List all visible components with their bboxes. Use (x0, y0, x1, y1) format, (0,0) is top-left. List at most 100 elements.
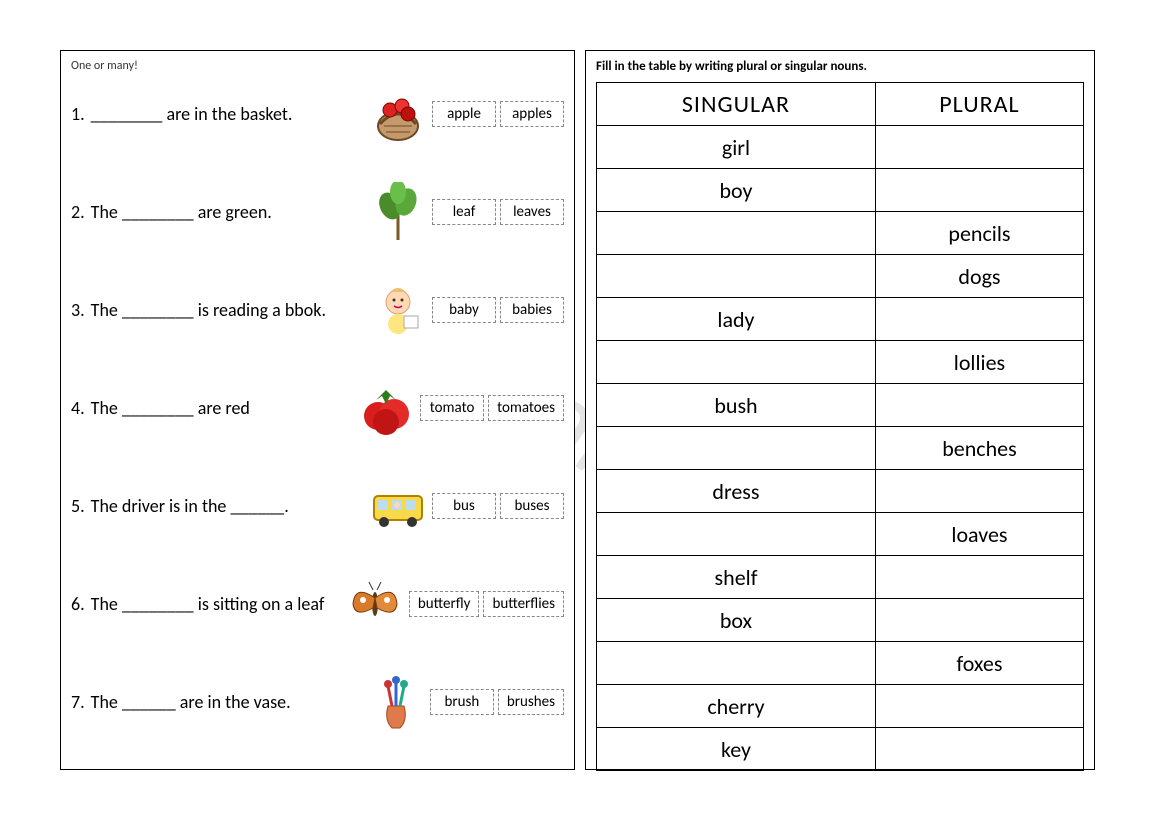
choice-box: appleapples (432, 101, 564, 127)
cell-singular[interactable]: boy (597, 169, 876, 212)
bus-icon (368, 476, 428, 536)
choice-singular[interactable]: bus (432, 493, 496, 519)
cell-plural[interactable] (875, 556, 1083, 599)
question-number: 7. (71, 691, 85, 713)
table-row: foxes (597, 642, 1084, 685)
table-row: dogs (597, 255, 1084, 298)
butterfly-icon (345, 574, 405, 634)
question-sentence: The ________ is reading a bbok. (91, 299, 364, 321)
cell-singular[interactable] (597, 255, 876, 298)
choice-plural[interactable]: tomatoes (488, 395, 564, 421)
question-number: 1. (71, 103, 85, 125)
question-number: 6. (71, 593, 85, 615)
cell-singular[interactable]: shelf (597, 556, 876, 599)
choice-singular[interactable]: apple (432, 101, 496, 127)
question-row: 2.The ________ are green.leafleaves (71, 177, 564, 247)
cell-plural[interactable]: lollies (875, 341, 1083, 384)
question-sentence: The driver is in the ______. (91, 495, 364, 517)
choice-box: leafleaves (432, 199, 564, 225)
question-sentence: The ________ are green. (91, 201, 364, 223)
question-row: 3. The ________ is reading a bbok. babybab… (71, 275, 564, 345)
cell-singular[interactable]: box (597, 599, 876, 642)
cell-plural[interactable] (875, 599, 1083, 642)
leaf-icon (368, 182, 428, 242)
question-row: 7.The ______ are in the vase.brushbrushe… (71, 667, 564, 737)
choice-plural[interactable]: apples (500, 101, 564, 127)
left-instruction: One or many! (71, 59, 564, 73)
table-row: girl (597, 126, 1084, 169)
header-plural: PLURAL (875, 83, 1083, 126)
cell-singular[interactable] (597, 513, 876, 556)
choice-singular[interactable]: baby (432, 297, 496, 323)
question-row: 6. The ________ is sitting on a leaf butte… (71, 569, 564, 639)
question-number: 3. (71, 299, 85, 321)
vase-icon (366, 672, 426, 732)
table-body: girlboypencilsdogsladylolliesbushbenches… (597, 126, 1084, 771)
choice-box: busbuses (432, 493, 564, 519)
cell-plural[interactable] (875, 728, 1083, 771)
header-singular: SINGULAR (597, 83, 876, 126)
question-number: 4. (71, 397, 85, 419)
choice-plural[interactable]: leaves (500, 199, 564, 225)
question-sentence: The ________ are red (91, 397, 352, 419)
cell-singular[interactable]: dress (597, 470, 876, 513)
cell-singular[interactable]: bush (597, 384, 876, 427)
cell-plural[interactable] (875, 126, 1083, 169)
choice-singular[interactable]: tomato (420, 395, 484, 421)
choice-singular[interactable]: leaf (432, 199, 496, 225)
choice-box: babybabies (432, 297, 564, 323)
choice-box: butterflybutterflies (409, 591, 564, 617)
cell-singular[interactable] (597, 427, 876, 470)
table-row: boy (597, 169, 1084, 212)
table-row: loaves (597, 513, 1084, 556)
table-row: box (597, 599, 1084, 642)
choice-singular[interactable]: brush (430, 689, 494, 715)
choice-plural[interactable]: brushes (498, 689, 564, 715)
cell-singular[interactable] (597, 642, 876, 685)
cell-plural[interactable] (875, 384, 1083, 427)
cell-plural[interactable] (875, 470, 1083, 513)
cell-plural[interactable]: foxes (875, 642, 1083, 685)
table-row: key (597, 728, 1084, 771)
cell-singular[interactable] (597, 212, 876, 255)
singular-plural-table: SINGULAR PLURAL girlboypencilsdogsladylo… (596, 82, 1084, 771)
cell-singular[interactable] (597, 341, 876, 384)
table-row: cherry (597, 685, 1084, 728)
cell-singular[interactable]: lady (597, 298, 876, 341)
choice-singular[interactable]: butterfly (409, 591, 480, 617)
baby-icon (368, 280, 428, 340)
table-row: pencils (597, 212, 1084, 255)
cell-plural[interactable]: benches (875, 427, 1083, 470)
cell-plural[interactable]: pencils (875, 212, 1083, 255)
table-row: lady (597, 298, 1084, 341)
question-sentence: ________ are in the basket. (91, 103, 364, 125)
cell-plural[interactable]: loaves (875, 513, 1083, 556)
basket-icon (368, 84, 428, 144)
cell-plural[interactable] (875, 298, 1083, 341)
table-row: bush (597, 384, 1084, 427)
table-row: lollies (597, 341, 1084, 384)
cell-plural[interactable] (875, 685, 1083, 728)
question-row: 5.The driver is in the ______.busbuses (71, 471, 564, 541)
choice-box: brushbrushes (430, 689, 564, 715)
question-row: 1. ________ are in the basket. appleapples (71, 79, 564, 149)
questions-list: 1. ________ are in the basket. appleapples… (71, 79, 564, 737)
choice-plural[interactable]: babies (500, 297, 564, 323)
cell-singular[interactable]: cherry (597, 685, 876, 728)
table-row: benches (597, 427, 1084, 470)
right-instruction: Fill in the table by writing plural or s… (596, 59, 1084, 74)
right-panel: Fill in the table by writing plural or s… (585, 50, 1095, 770)
cell-plural[interactable] (875, 169, 1083, 212)
question-row: 4. The ________ are red tomatotomatoes (71, 373, 564, 443)
choice-plural[interactable]: butterflies (483, 591, 564, 617)
cell-singular[interactable]: key (597, 728, 876, 771)
worksheet-layout: One or many! 1. ________ are in the baske… (0, 0, 1169, 820)
cell-singular[interactable]: girl (597, 126, 876, 169)
choice-box: tomatotomatoes (420, 395, 564, 421)
table-row: dress (597, 470, 1084, 513)
question-sentence: The ________ is sitting on a leaf (91, 593, 341, 615)
tomato-icon (356, 378, 416, 438)
choice-plural[interactable]: buses (500, 493, 564, 519)
cell-plural[interactable]: dogs (875, 255, 1083, 298)
left-panel: One or many! 1. ________ are in the baske… (60, 50, 575, 770)
